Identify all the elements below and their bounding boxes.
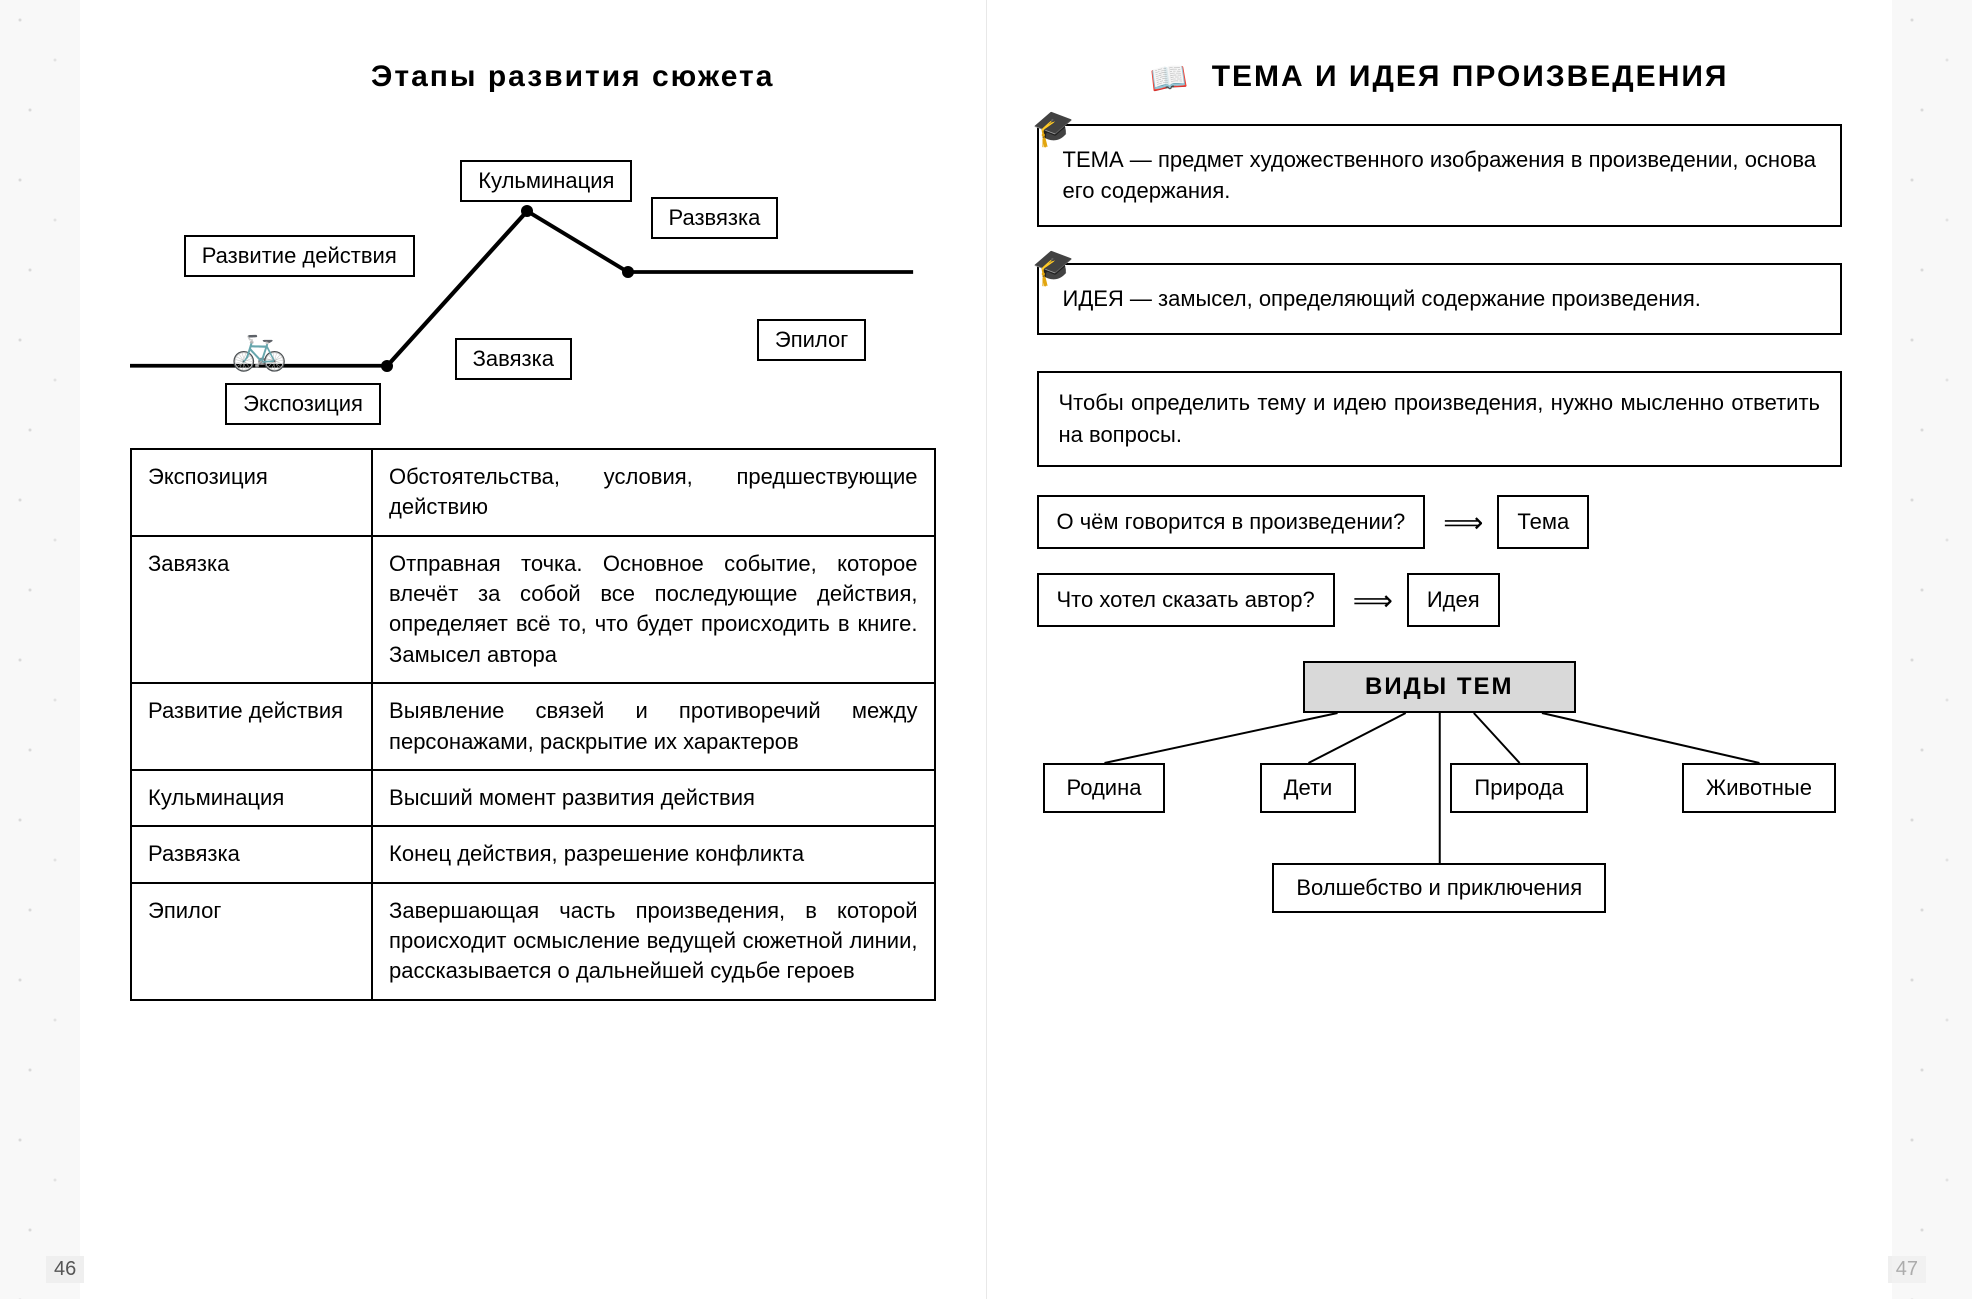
table-definition: Высший момент развития действия (372, 770, 934, 826)
table-term: Кульминация (131, 770, 372, 826)
table-term: Развязка (131, 826, 372, 882)
chart-label-ekspozitsia: Экспозиция (225, 383, 381, 425)
plot-dot-razvyazka (622, 266, 634, 278)
page-left: Этапы развития сюжета Кульминация Развяз… (80, 0, 987, 1299)
tree-header: ВИДЫ ТЕМ (1303, 661, 1576, 713)
def-tema-text: ТЕМА — предмет художественного изображен… (1063, 147, 1817, 204)
table-row: ЭпилогЗавершающая часть произведения, в … (131, 883, 935, 1000)
book-icon: 📖 (1148, 58, 1192, 98)
cap-icon-1: 🎓 (1029, 100, 1079, 156)
table-row: Развитие действияВыявление связей и прот… (131, 683, 935, 770)
chart-label-razvyazka: Развязка (651, 197, 779, 239)
table-row: КульминацияВысший момент развития действ… (131, 770, 935, 826)
table-row: РазвязкаКонец действия, разрешение конфл… (131, 826, 935, 882)
chart-label-epilog: Эпилог (757, 319, 866, 361)
page-number-left: 46 (46, 1256, 84, 1283)
plot-stages-table: ЭкспозицияОбстоятельства, условия, предш… (130, 448, 936, 1001)
qa-answer-2: Идея (1407, 573, 1500, 627)
plot-dot-zavyazka (381, 360, 393, 372)
table-definition: Обстоятельства, условия, предшествующие … (372, 449, 934, 536)
definition-idea: 🎓 ИДЕЯ — замысел, определяющий содержани… (1037, 263, 1843, 335)
table-definition: Конец действия, разрешение конфликта (372, 826, 934, 882)
theme-tree: ВИДЫ ТЕМ Родина Дети Природа Животные Волше… (1037, 661, 1843, 913)
left-title: Этапы развития сюжета (210, 60, 936, 94)
right-title: 📖 ТЕМА И ИДЕЯ ПРОИЗВЕДЕНИЯ (1037, 60, 1843, 96)
bike-icon: 🚲 (231, 319, 288, 374)
definition-tema: 🎓 ТЕМА — предмет художественного изображ… (1037, 124, 1843, 228)
right-title-text: ТЕМА И ИДЕЯ ПРОИЗВЕДЕНИЯ (1212, 60, 1729, 93)
chart-label-razvitie: Развитие действия (184, 235, 415, 277)
table-definition: Выявление связей и противоречий между пе… (372, 683, 934, 770)
tree-node: Волшебство и приключения (1272, 863, 1606, 913)
tree-node: Дети (1260, 763, 1357, 813)
table-row: ЭкспозицияОбстоятельства, условия, предш… (131, 449, 935, 536)
arrow-icon-1: ⟹ (1443, 506, 1479, 539)
left-margin-doodles (0, 0, 80, 1299)
tree-node: Природа (1450, 763, 1587, 813)
hint-box: Чтобы определить тему и идею произведени… (1037, 371, 1843, 467)
table-term: Завязка (131, 536, 372, 683)
table-definition: Завершающая часть произведения, в которо… (372, 883, 934, 1000)
chart-label-kulminatsia: Кульминация (460, 160, 632, 202)
qa-question-2: Что хотел сказать автор? (1037, 573, 1335, 627)
arrow-icon-2: ⟹ (1353, 584, 1389, 617)
tree-node: Родина (1043, 763, 1166, 813)
table-term: Развитие действия (131, 683, 372, 770)
tree-node: Животные (1682, 763, 1836, 813)
qa-answer-1: Тема (1497, 495, 1589, 549)
right-margin-doodles (1892, 0, 1972, 1299)
cap-icon-2: 🎓 (1029, 240, 1079, 296)
def-idea-text: ИДЕЯ — замысел, определяющий содержание … (1063, 286, 1701, 311)
qa-question-1: О чём говорится в произведении? (1037, 495, 1426, 549)
qa-row-idea: Что хотел сказать автор? ⟹ Идея (1037, 573, 1843, 627)
qa-row-tema: О чём говорится в произведении? ⟹ Тема (1037, 495, 1843, 549)
plot-dot-kulminatsia (521, 205, 533, 217)
table-definition: Отправная точка. Основное событие, котор… (372, 536, 934, 683)
table-row: ЗавязкаОтправная точка. Основное событие… (131, 536, 935, 683)
table-term: Эпилог (131, 883, 372, 1000)
table-term: Экспозиция (131, 449, 372, 536)
plot-structure-chart: Кульминация Развязка Развитие действия Э… (130, 122, 936, 422)
chart-label-zavyazka: Завязка (455, 338, 572, 380)
page-right: 📖 ТЕМА И ИДЕЯ ПРОИЗВЕДЕНИЯ 🎓 ТЕМА — пред… (987, 0, 1893, 1299)
